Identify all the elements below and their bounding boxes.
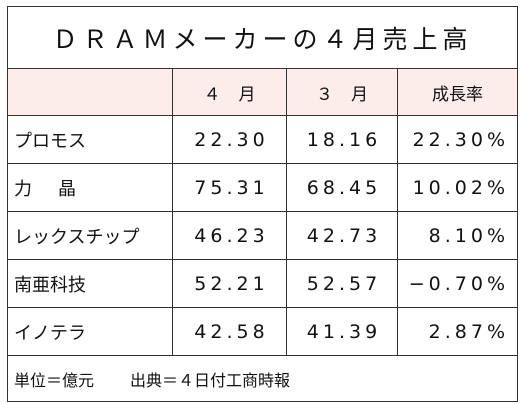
sales-table: ＤＲＡＭメーカーの４月売上高 ４月 ３月 成長率 プロモス 22.30 18.1… — [6, 6, 519, 402]
april-value: 22.30 — [172, 115, 287, 164]
march-value: 52.57 — [286, 259, 398, 308]
table-row: イノテラ 42.58 41.39 2.87% — [7, 307, 519, 356]
growth-value: 2.87% — [396, 307, 519, 356]
company-name: レックスチップ — [7, 211, 173, 260]
april-value: 46.23 — [172, 211, 287, 260]
growth-value: 10.02% — [396, 163, 519, 212]
april-value: 52.21 — [172, 259, 287, 308]
table-row: 南亜科技 52.21 52.57 −0.70% — [7, 259, 519, 308]
company-name: 力晶 — [7, 163, 173, 212]
header-row: ４月 ３月 成長率 — [7, 68, 519, 116]
header-growth: 成長率 — [396, 68, 519, 116]
march-value: 68.45 — [286, 163, 398, 212]
march-value: 18.16 — [286, 115, 398, 164]
march-value: 41.39 — [286, 307, 398, 356]
april-value: 42.58 — [172, 307, 287, 356]
table-title: ＤＲＡＭメーカーの４月売上高 — [6, 6, 519, 69]
growth-value: 8.10% — [396, 211, 519, 260]
growth-value: −0.70% — [396, 259, 519, 308]
table-row: 力晶 75.31 68.45 10.02% — [7, 163, 519, 212]
company-name: 南亜科技 — [7, 259, 173, 308]
growth-value: 22.30% — [396, 115, 519, 164]
unit-note: 単位＝億元 — [14, 370, 95, 390]
header-march: ３月 — [286, 68, 398, 116]
table-row: レックスチップ 46.23 42.73 8.10% — [7, 211, 519, 260]
company-name: プロモス — [7, 115, 173, 164]
company-name: イノテラ — [7, 307, 173, 356]
table-row: プロモス 22.30 18.16 22.30% — [7, 115, 519, 164]
april-value: 75.31 — [172, 163, 287, 212]
source-note: 出典＝４日付工商時報 — [130, 370, 291, 390]
header-april: ４月 — [172, 68, 287, 116]
table-footer: 単位＝億元 出典＝４日付工商時報 — [6, 355, 519, 402]
march-value: 42.73 — [286, 211, 398, 260]
header-blank-cell — [7, 68, 173, 116]
